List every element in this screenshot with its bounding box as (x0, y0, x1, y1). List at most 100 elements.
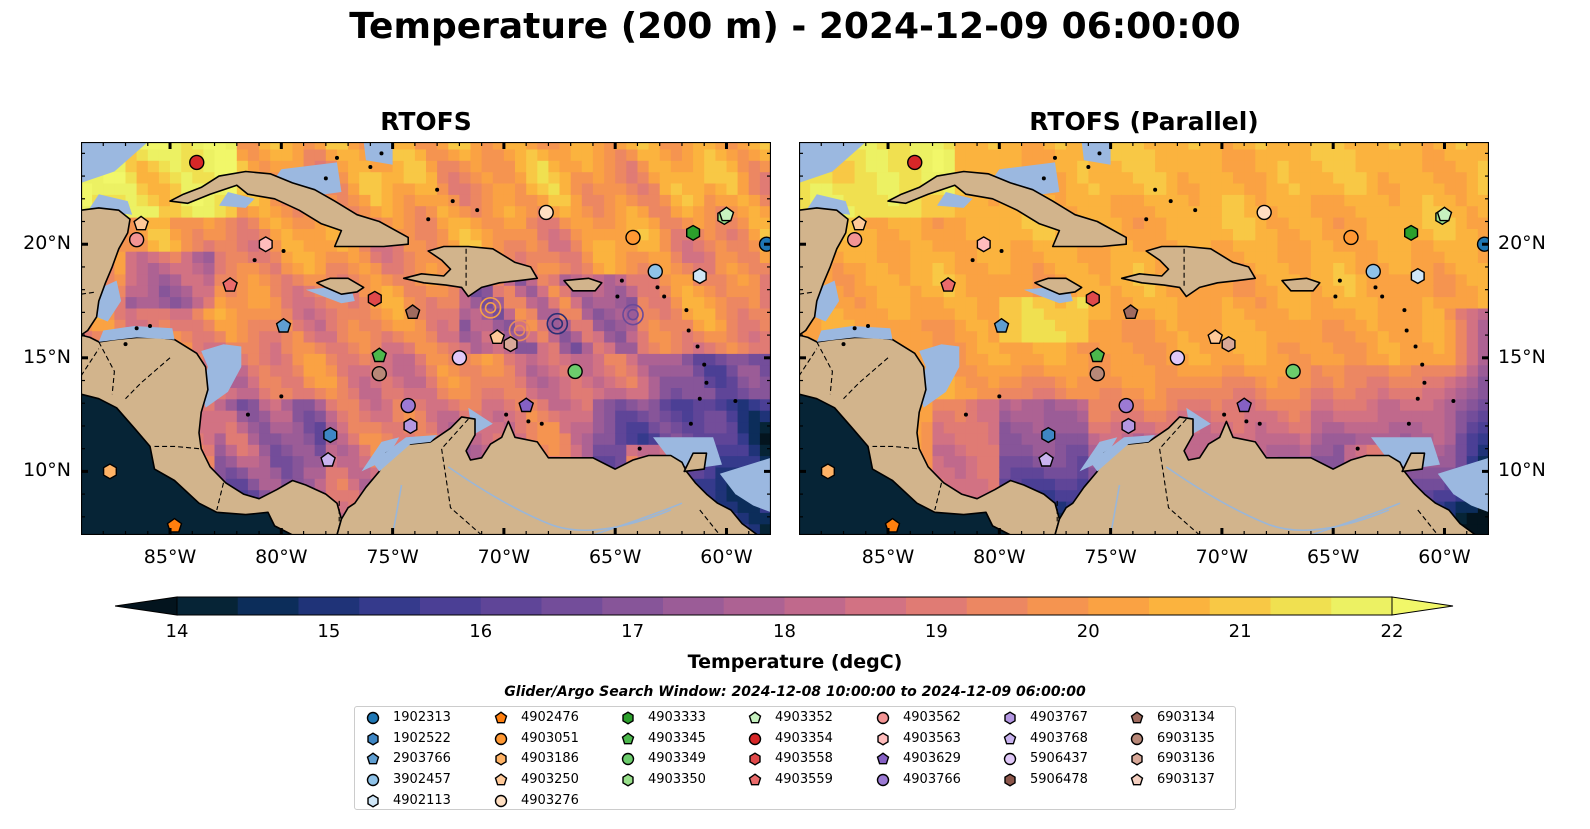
hexagon-marker-icon (749, 752, 761, 766)
small-island (475, 208, 480, 213)
lat-tick-label: 15°N (23, 345, 71, 368)
float-marker (404, 304, 421, 320)
river (447, 466, 672, 532)
float-marker (222, 276, 238, 292)
small-island (245, 412, 250, 417)
lat-tick-label: 15°N (1498, 345, 1546, 368)
float-marker (625, 229, 641, 246)
float-marker (1285, 363, 1301, 380)
pentagon-marker-icon (748, 711, 762, 724)
country-border (816, 341, 833, 395)
lon-tick-label: 60°W (1418, 546, 1471, 568)
shelf-zone (219, 192, 255, 208)
legend-marker (1004, 773, 1016, 787)
legend-label: 4903629 (903, 751, 961, 767)
legend-marker (1003, 753, 1017, 766)
land-cuba (887, 170, 1127, 248)
small-island (123, 342, 128, 347)
country-border (843, 357, 889, 400)
small-island (1337, 278, 1342, 283)
shelf-zone (201, 344, 242, 408)
map-frame (81, 142, 771, 535)
hexagon-marker-icon (1004, 711, 1016, 725)
legend-label: 6903136 (1157, 751, 1215, 767)
legend-marker (749, 752, 761, 766)
shelf-zone (363, 142, 393, 165)
hexagon-marker-icon (1131, 752, 1143, 766)
shelf-zone (1437, 457, 1489, 513)
shelf-zone (361, 437, 400, 472)
panel-title-rtofs-parallel: RTOFS (Parallel) (1029, 107, 1259, 136)
float-marker (907, 154, 923, 171)
legend-marker (1130, 773, 1144, 786)
float-marker (258, 236, 273, 253)
shelf-zone (1090, 435, 1156, 472)
shelf-zone (81, 142, 148, 183)
float-marker (846, 231, 863, 248)
pentagon-marker-icon (1130, 711, 1144, 724)
small-island (1404, 328, 1409, 333)
land-hispaniola (402, 245, 539, 298)
colorbar-frame (176, 596, 1393, 616)
shelf-zone (937, 192, 973, 208)
float-marker (1085, 290, 1100, 307)
circle-marker-icon (366, 773, 380, 787)
figure-title: Temperature (200 m) - 2024-12-09 06:00:0… (349, 6, 1241, 47)
shelf-zone (799, 142, 866, 183)
country-border (98, 341, 115, 395)
float-marker (1207, 329, 1224, 345)
legend-label: 2903766 (393, 751, 451, 767)
small-island (866, 324, 870, 329)
legend-label: 6903135 (1157, 730, 1215, 746)
small-island (841, 342, 846, 347)
shelf-zone (372, 435, 438, 472)
legend-marker (366, 773, 380, 787)
float-marker (451, 350, 468, 366)
colorbar-segment (1209, 597, 1271, 615)
float-marker (1436, 206, 1453, 222)
small-island (655, 285, 660, 290)
pentagon-marker-icon (366, 752, 380, 765)
eddy-mark (513, 324, 526, 337)
colorbar-label: Temperature (degC) (687, 651, 903, 673)
float-marker (1410, 267, 1425, 285)
legend-label: 4903350 (648, 772, 706, 788)
small-island (379, 151, 384, 156)
eddy-mark (622, 303, 644, 326)
colorbar-segment (420, 597, 482, 615)
eddy-mark (551, 317, 564, 330)
legend-marker (1131, 752, 1143, 766)
small-island (134, 326, 139, 331)
colorbar-segment (541, 597, 603, 615)
shelf-zone (1081, 142, 1111, 165)
legend-label: 4903051 (521, 730, 579, 746)
lon-tick-label: 60°W (700, 546, 753, 568)
small-island (1413, 344, 1418, 349)
land-yucatan (81, 207, 131, 336)
colorbar-over-extend (1391, 596, 1454, 616)
legend-label: 5906437 (1030, 751, 1088, 767)
lon-tick-label: 85°W (143, 546, 197, 568)
colorbar-tick-label: 14 (165, 621, 189, 642)
legend-label: 4903563 (903, 730, 961, 746)
small-island (999, 249, 1004, 254)
small-island (279, 394, 284, 399)
country-border (125, 357, 171, 400)
legend-marker (621, 732, 635, 745)
lon-tick-label: 70°W (477, 546, 531, 568)
float-marker (275, 317, 292, 333)
float-marker (1256, 204, 1272, 221)
eddy-mark (484, 302, 497, 314)
colorbar-tick-label: 20 (1076, 621, 1100, 642)
eddy-mark (508, 319, 531, 342)
legend-marker (877, 732, 889, 746)
land-trinidad (683, 452, 708, 473)
small-island (435, 187, 440, 192)
circle-marker-icon (1003, 753, 1017, 766)
float-marker (102, 463, 117, 480)
legend-marker (748, 773, 762, 786)
small-island (619, 278, 624, 283)
small-island (1244, 419, 1249, 424)
colorbar-segment (177, 597, 239, 615)
small-island (1144, 217, 1149, 222)
